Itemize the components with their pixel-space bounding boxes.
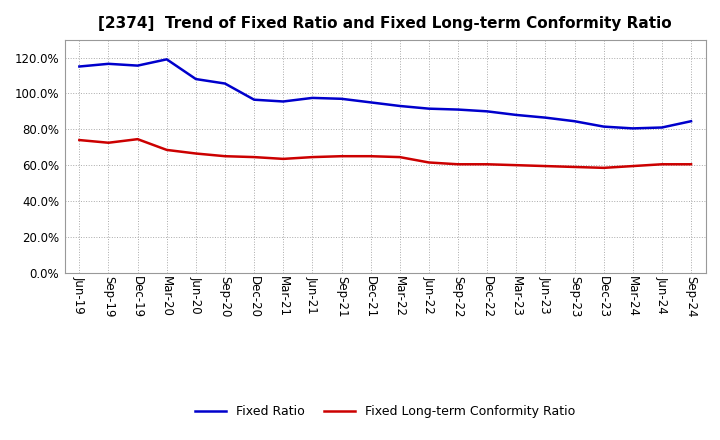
Fixed Ratio [570,118,579,124]
Title: [2374]  Trend of Fixed Ratio and Fixed Long-term Conformity Ratio: [2374] Trend of Fixed Ratio and Fixed Lo… [99,16,672,32]
Fixed Ratio [687,118,696,124]
Fixed Long-term Conformity Ratio [337,154,346,159]
Fixed Long-term Conformity Ratio [657,161,666,167]
Fixed Long-term Conformity Ratio [220,154,229,159]
Fixed Ratio [395,103,404,109]
Fixed Long-term Conformity Ratio [512,162,521,168]
Fixed Long-term Conformity Ratio [279,156,287,161]
Fixed Ratio [279,99,287,104]
Fixed Ratio [192,77,200,82]
Fixed Long-term Conformity Ratio [163,147,171,153]
Fixed Long-term Conformity Ratio [483,161,492,167]
Fixed Ratio [250,97,258,103]
Fixed Long-term Conformity Ratio [541,163,550,169]
Fixed Ratio [104,61,113,66]
Fixed Long-term Conformity Ratio [133,136,142,142]
Fixed Long-term Conformity Ratio [629,163,637,169]
Fixed Long-term Conformity Ratio [395,154,404,160]
Fixed Long-term Conformity Ratio [104,140,113,145]
Fixed Long-term Conformity Ratio [570,164,579,169]
Fixed Ratio [308,95,317,100]
Fixed Ratio [483,109,492,114]
Fixed Long-term Conformity Ratio [454,161,462,167]
Fixed Long-term Conformity Ratio [75,137,84,143]
Legend: Fixed Ratio, Fixed Long-term Conformity Ratio: Fixed Ratio, Fixed Long-term Conformity … [190,400,580,423]
Line: Fixed Long-term Conformity Ratio: Fixed Long-term Conformity Ratio [79,139,691,168]
Fixed Ratio [541,115,550,120]
Fixed Long-term Conformity Ratio [308,154,317,160]
Fixed Ratio [133,63,142,68]
Line: Fixed Ratio: Fixed Ratio [79,59,691,128]
Fixed Ratio [163,57,171,62]
Fixed Long-term Conformity Ratio [425,160,433,165]
Fixed Long-term Conformity Ratio [687,161,696,167]
Fixed Ratio [366,100,375,105]
Fixed Long-term Conformity Ratio [250,154,258,160]
Fixed Ratio [425,106,433,111]
Fixed Ratio [512,112,521,117]
Fixed Long-term Conformity Ratio [192,151,200,156]
Fixed Long-term Conformity Ratio [366,154,375,159]
Fixed Long-term Conformity Ratio [599,165,608,170]
Fixed Ratio [599,124,608,129]
Fixed Ratio [337,96,346,102]
Fixed Ratio [220,81,229,86]
Fixed Ratio [657,125,666,130]
Fixed Ratio [75,64,84,69]
Fixed Ratio [454,107,462,112]
Fixed Ratio [629,126,637,131]
